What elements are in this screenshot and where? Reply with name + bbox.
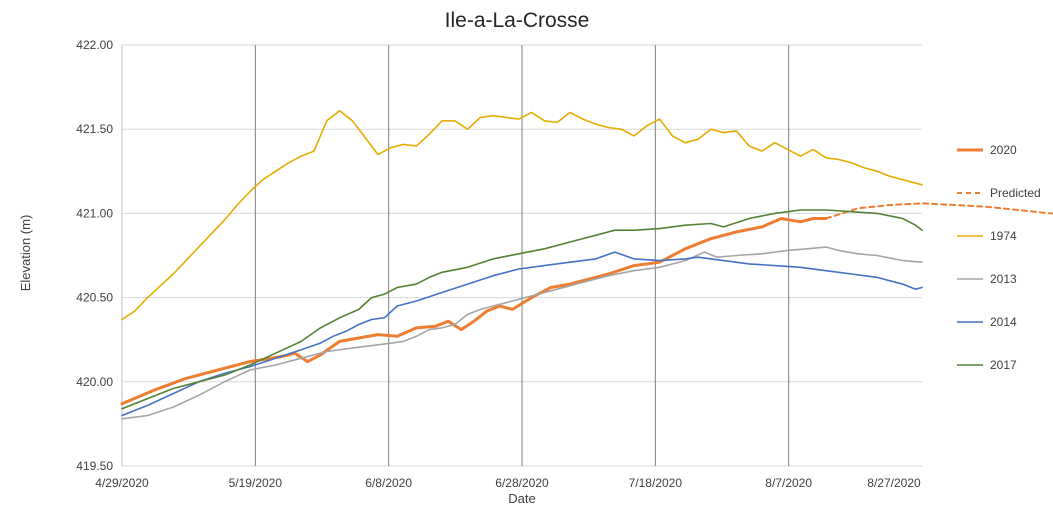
series-line-predicted xyxy=(825,202,1053,220)
x-axis-label: Date xyxy=(508,491,535,506)
legend-label-2017: 2017 xyxy=(990,358,1017,372)
series-line-1974 xyxy=(121,109,923,321)
x-tick-label: 6/28/2020 xyxy=(495,476,549,490)
x-tick-label: 8/7/2020 xyxy=(765,476,812,490)
series-line-2020 xyxy=(120,217,828,406)
series-line-2014 xyxy=(121,251,923,417)
y-tick-label: 420.50 xyxy=(76,291,113,305)
y-axis-ticks: 422.00 421.50 421.00 420.50 420.00 419.50 xyxy=(76,38,113,473)
x-tick-label: 5/19/2020 xyxy=(229,476,283,490)
legend-label-2013: 2013 xyxy=(990,272,1017,286)
gridlines xyxy=(121,44,922,467)
y-tick-label: 421.50 xyxy=(76,122,113,136)
series-lines xyxy=(120,109,1053,420)
legend: 2020 Predicted 1974 2013 2014 2017 xyxy=(957,143,1041,372)
legend-label-1974: 1974 xyxy=(990,229,1017,243)
y-tick-label: 422.00 xyxy=(76,38,113,52)
x-tick-label: 8/27/2020 xyxy=(867,476,921,490)
y-tick-label: 419.50 xyxy=(76,459,113,473)
series-line-2013 xyxy=(121,246,923,420)
legend-label-2020: 2020 xyxy=(990,143,1017,157)
y-tick-label: 420.00 xyxy=(76,375,113,389)
x-tick-label: 6/8/2020 xyxy=(365,476,412,490)
chart-title: Ile-a-La-Crosse xyxy=(445,9,590,32)
series-line-2017 xyxy=(121,209,923,410)
x-tick-label: 7/18/2020 xyxy=(629,476,683,490)
x-axis-ticks: 4/29/2020 5/19/2020 6/8/2020 6/28/2020 7/18/… xyxy=(95,476,921,490)
y-axis-label: Elevation (m) xyxy=(18,215,33,292)
legend-label-2014: 2014 xyxy=(990,315,1017,329)
y-tick-label: 421.00 xyxy=(76,206,113,220)
x-tick-label: 4/29/2020 xyxy=(95,476,149,490)
legend-label-predicted: Predicted xyxy=(990,186,1041,200)
